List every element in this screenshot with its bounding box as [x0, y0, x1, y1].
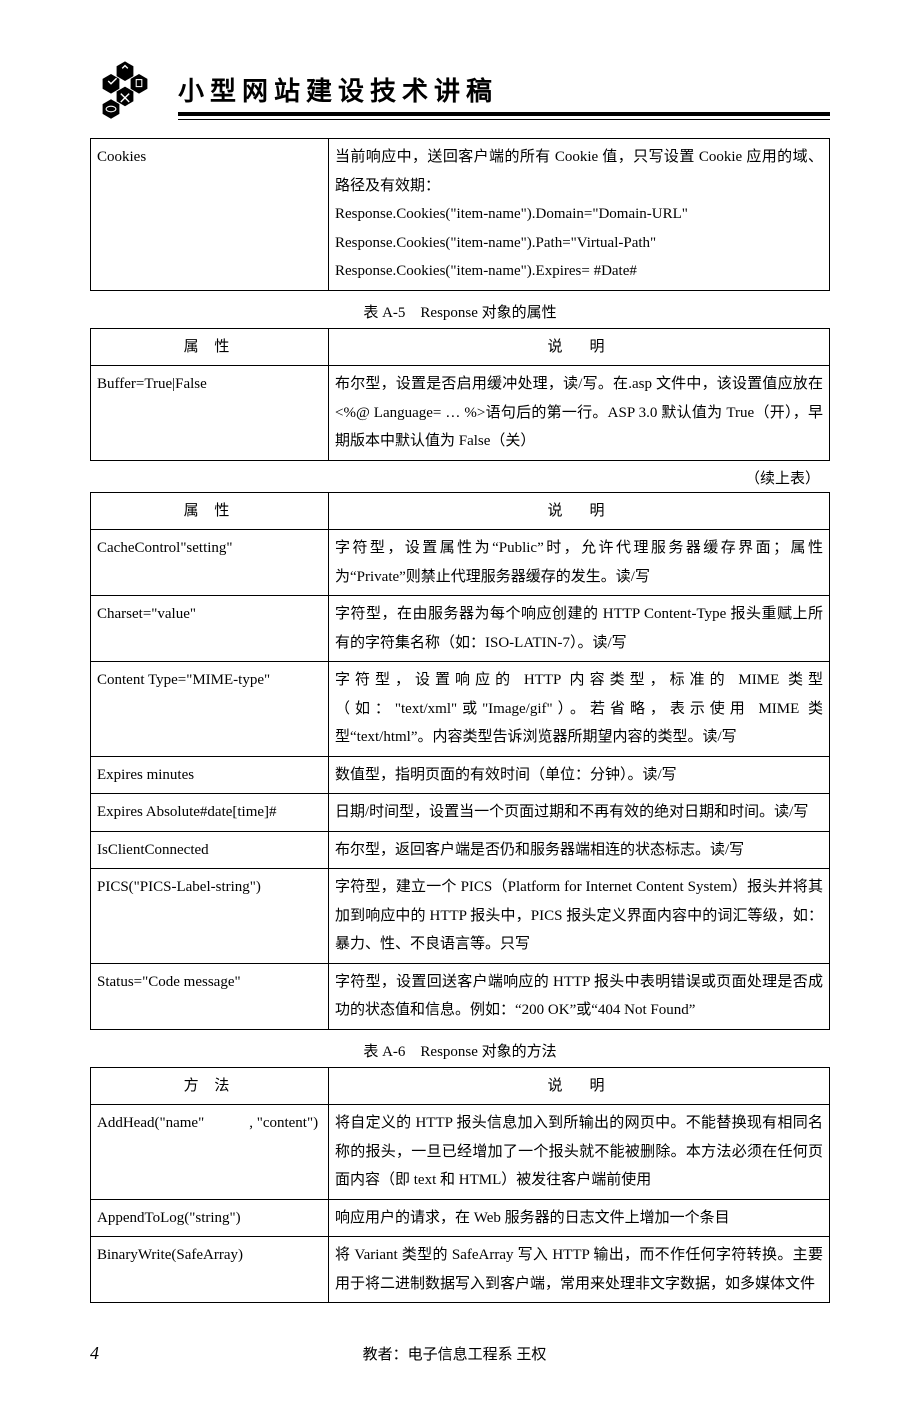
- page-title: 小型网站建设技术讲稿: [178, 71, 830, 108]
- table-row: AddHead("name" , "content")将自定义的 HTTP 报头…: [91, 1105, 830, 1200]
- prop-cell: Charset="value": [91, 596, 329, 662]
- table-row: Content Type="MIME-type"字符型，设置响应的 HTTP 内…: [91, 662, 830, 757]
- table-row: BinaryWrite(SafeArray)将 Variant 类型的 Safe…: [91, 1237, 830, 1303]
- desc-cell: 字符型，设置响应的 HTTP 内容类型，标准的 MIME 类型（如："text/…: [329, 662, 830, 757]
- prop-cell: Cookies: [91, 139, 329, 291]
- table-row: Expires minutes数值型，指明页面的有效时间（单位：分钟）。读/写: [91, 756, 830, 794]
- desc-cell: 数值型，指明页面的有效时间（单位：分钟）。读/写: [329, 756, 830, 794]
- prop-cell: PICS("PICS-Label-string"): [91, 869, 329, 964]
- table-row: Cookies 当前响应中，送回客户端的所有 Cookie 值，只写设置 Coo…: [91, 139, 830, 291]
- table-header-row: 方 法 说 明: [91, 1067, 830, 1105]
- table-row: Status="Code message"字符型，设置回送客户端响应的 HTTP…: [91, 963, 830, 1029]
- table-caption-a6: 表 A-6 Response 对象的方法: [90, 1040, 830, 1061]
- desc-cell: 字符型，在由服务器为每个响应创建的 HTTP Content-Type 报头重赋…: [329, 596, 830, 662]
- desc-cell: 字符型，建立一个 PICS（Platform for Internet Cont…: [329, 869, 830, 964]
- prop-cell: Content Type="MIME-type": [91, 662, 329, 757]
- desc-cell: 响应用户的请求，在 Web 服务器的日志文件上增加一个条目: [329, 1199, 830, 1237]
- table-row: IsClientConnected布尔型，返回客户端是否仍和服务器端相连的状态标…: [91, 831, 830, 869]
- desc-cell: 字符型，设置属性为“Public”时，允许代理服务器缓存界面；属性为“Priva…: [329, 530, 830, 596]
- header-prop: 属 性: [91, 328, 329, 366]
- prop-cell: Expires Absolute#date[time]#: [91, 794, 329, 832]
- prop-cell: AppendToLog("string"): [91, 1199, 329, 1237]
- table-row: PICS("PICS-Label-string")字符型，建立一个 PICS（P…: [91, 869, 830, 964]
- table-a5-part2: 属 性 说 明 CacheControl"setting"字符型，设置属性为“P…: [90, 492, 830, 1030]
- header-desc: 说 明: [329, 492, 830, 530]
- header-desc: 说 明: [329, 328, 830, 366]
- table-header-row: 属 性 说 明: [91, 328, 830, 366]
- prop-cell: Status="Code message": [91, 963, 329, 1029]
- title-rule: [178, 112, 830, 120]
- prop-cell: CacheControl"setting": [91, 530, 329, 596]
- prop-cell: Buffer=True|False: [91, 366, 329, 461]
- continued-label: （续上表）: [90, 467, 820, 488]
- teacher-info: 教者：电子信息工程系 王权: [99, 1343, 810, 1364]
- prop-cell: BinaryWrite(SafeArray): [91, 1237, 329, 1303]
- table-row: AppendToLog("string")响应用户的请求，在 Web 服务器的日…: [91, 1199, 830, 1237]
- desc-cell: 将 Variant 类型的 SafeArray 写入 HTTP 输出，而不作任何…: [329, 1237, 830, 1303]
- table-caption-a5: 表 A-5 Response 对象的属性: [90, 301, 830, 322]
- table-row: Buffer=True|False 布尔型，设置是否启用缓冲处理，读/写。在.a…: [91, 366, 830, 461]
- desc-cell: 将自定义的 HTTP 报头信息加入到所输出的网页中。不能替换现有相同名称的报头，…: [329, 1105, 830, 1200]
- page-number: 4: [90, 1343, 99, 1364]
- header-prop: 属 性: [91, 492, 329, 530]
- desc-cell: 布尔型，设置是否启用缓冲处理，读/写。在.asp 文件中，该设置值应放在<%@ …: [329, 366, 830, 461]
- desc-cell: 字符型，设置回送客户端响应的 HTTP 报头中表明错误或页面处理是否成功的状态值…: [329, 963, 830, 1029]
- table-a6: 方 法 说 明 AddHead("name" , "content")将自定义的…: [90, 1067, 830, 1304]
- table-header-row: 属 性 说 明: [91, 492, 830, 530]
- prop-cell: Expires minutes: [91, 756, 329, 794]
- prop-cell: AddHead("name" , "content"): [91, 1105, 329, 1200]
- header-method: 方 法: [91, 1067, 329, 1105]
- table-row: CacheControl"setting"字符型，设置属性为“Public”时，…: [91, 530, 830, 596]
- table-a5-part1: 属 性 说 明 Buffer=True|False 布尔型，设置是否启用缓冲处理…: [90, 328, 830, 461]
- header-desc: 说 明: [329, 1067, 830, 1105]
- prop-cell: IsClientConnected: [91, 831, 329, 869]
- hex-logo-icon: [90, 60, 160, 130]
- page-footer: 4 教者：电子信息工程系 王权: [90, 1343, 830, 1364]
- desc-cell: 日期/时间型，设置当一个页面过期和不再有效的绝对日期和时间。读/写: [329, 794, 830, 832]
- desc-cell: 布尔型，返回客户端是否仍和服务器端相连的状态标志。读/写: [329, 831, 830, 869]
- table-row: Charset="value"字符型，在由服务器为每个响应创建的 HTTP Co…: [91, 596, 830, 662]
- table-row: Expires Absolute#date[time]#日期/时间型，设置当一个…: [91, 794, 830, 832]
- desc-cell: 当前响应中，送回客户端的所有 Cookie 值，只写设置 Cookie 应用的域…: [329, 139, 830, 291]
- page-header: 小型网站建设技术讲稿: [90, 60, 830, 130]
- table-cookies: Cookies 当前响应中，送回客户端的所有 Cookie 值，只写设置 Coo…: [90, 138, 830, 291]
